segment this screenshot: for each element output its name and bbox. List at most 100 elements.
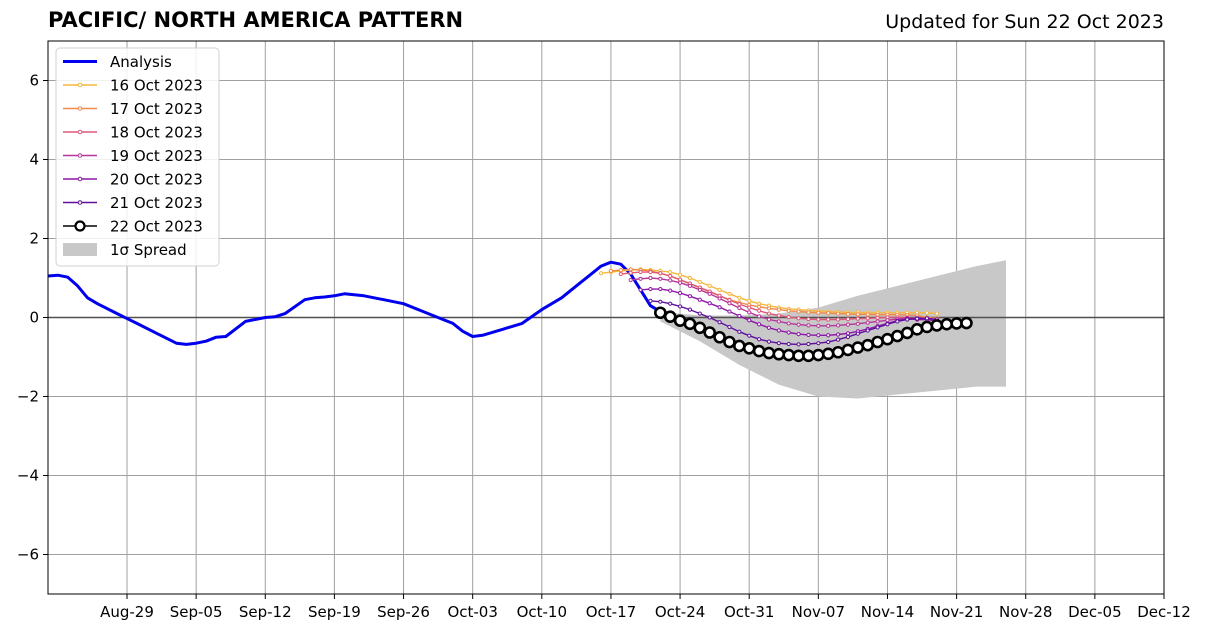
data-point — [920, 320, 934, 334]
data-point — [766, 311, 772, 316]
data-point — [914, 316, 920, 321]
y-tick-label: 4 — [29, 151, 39, 169]
data-point — [747, 305, 752, 310]
data-point — [737, 329, 742, 334]
data-point — [747, 310, 752, 315]
data-point — [816, 317, 821, 322]
data-point — [737, 313, 742, 319]
x-tick-label: Sep-05 — [170, 603, 223, 621]
data-point — [845, 311, 851, 317]
legend-item: Analysis — [63, 53, 172, 71]
data-point — [687, 294, 693, 299]
data-point — [806, 341, 811, 347]
legend-box — [55, 47, 220, 267]
legend-item: 18 Oct 2023 — [63, 124, 203, 142]
x-tick-label: Aug-29 — [100, 603, 154, 621]
data-point — [766, 339, 772, 344]
spread-band — [660, 260, 1006, 399]
legend-label: 22 Oct 2023 — [110, 218, 203, 236]
x-tick-label: Nov-14 — [861, 603, 914, 621]
data-point — [717, 305, 722, 310]
legend-item: 22 Oct 2023 — [63, 218, 203, 236]
data-point — [826, 323, 831, 328]
data-point — [776, 328, 781, 333]
data-point — [717, 287, 722, 292]
data-point — [677, 290, 683, 296]
data-point — [766, 325, 772, 330]
data-point — [776, 341, 781, 346]
data-point — [717, 296, 722, 301]
data-point — [752, 344, 766, 358]
data-point — [875, 319, 880, 324]
data-point — [786, 341, 791, 347]
data-point — [875, 325, 880, 330]
data-point — [776, 319, 781, 324]
legend-item: 21 Oct 2023 — [63, 194, 203, 212]
data-point — [835, 323, 841, 328]
data-point — [910, 323, 924, 336]
data-point — [806, 323, 811, 328]
x-tick-label: Dec-12 — [1137, 603, 1191, 621]
data-point — [796, 342, 801, 347]
legend-label: 1σ Spread — [110, 241, 187, 259]
data-point — [845, 322, 851, 327]
data-point — [628, 277, 633, 283]
legend-marker — [77, 106, 83, 111]
data-point — [865, 320, 870, 325]
data-point — [924, 316, 930, 321]
legend-label: 18 Oct 2023 — [110, 124, 203, 142]
data-point — [618, 268, 623, 273]
data-point — [855, 321, 860, 326]
x-tick-label: Sep-26 — [377, 603, 430, 621]
data-point — [835, 332, 841, 337]
legend-item: 16 Oct 2023 — [63, 77, 203, 95]
data-point — [855, 316, 860, 321]
data-point — [826, 339, 831, 345]
data-point — [747, 333, 752, 338]
data-point — [683, 317, 697, 331]
data-point — [762, 346, 776, 360]
data-point — [737, 305, 742, 311]
chart-subtitle: Updated for Sun 22 Oct 2023 — [885, 11, 1164, 33]
data-point — [697, 311, 702, 316]
legend-swatch — [63, 243, 97, 256]
y-tick-label: −6 — [17, 546, 39, 564]
analysis-line — [47, 260, 662, 346]
data-point — [638, 287, 643, 292]
x-tick-label: Oct-10 — [517, 603, 567, 621]
legend-marker — [77, 176, 83, 182]
data-point — [772, 347, 786, 361]
data-point — [677, 280, 683, 285]
data-point — [845, 316, 851, 322]
data-point — [668, 301, 673, 306]
data-point — [835, 311, 841, 316]
data-point — [786, 321, 791, 326]
y-tick-label: −4 — [17, 467, 39, 485]
data-point — [697, 279, 702, 285]
data-point — [821, 347, 835, 361]
x-tick-label: Oct-17 — [586, 603, 636, 621]
data-point — [905, 317, 910, 322]
x-tick-label: Sep-19 — [308, 603, 361, 621]
data-point — [668, 273, 673, 279]
data-point — [826, 317, 831, 322]
data-point — [796, 309, 801, 314]
legend-item: 17 Oct 2023 — [63, 100, 203, 118]
data-point — [668, 288, 673, 293]
data-point — [766, 306, 772, 311]
data-point — [668, 269, 673, 275]
data-point — [756, 314, 762, 319]
data-point — [648, 269, 653, 275]
data-point — [865, 316, 870, 321]
data-point — [851, 341, 865, 354]
data-point — [895, 319, 900, 324]
data-point — [608, 268, 614, 273]
data-point — [658, 299, 663, 304]
data-point — [792, 349, 805, 363]
series-22-oct-2023 — [654, 306, 973, 363]
data-point — [733, 339, 746, 353]
data-point — [756, 337, 762, 342]
data-point — [806, 316, 811, 322]
data-point — [687, 283, 693, 288]
